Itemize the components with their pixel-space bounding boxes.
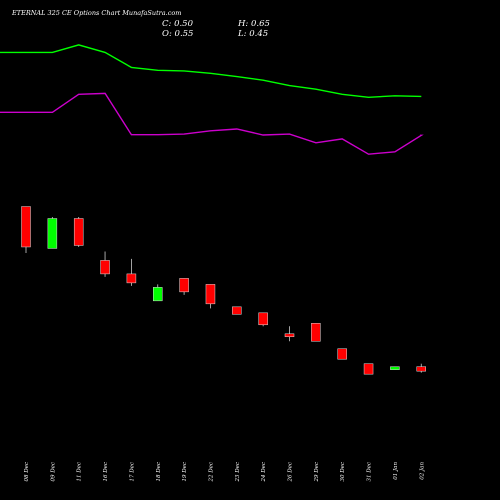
candle-up xyxy=(390,366,400,370)
candle-down xyxy=(363,363,374,375)
x-tick-label: 11 Dec xyxy=(77,462,83,482)
open-value: O: 0.55 xyxy=(162,29,194,39)
x-tick-label: 23 Dec xyxy=(235,462,241,483)
candle-down xyxy=(258,312,268,326)
candle-down xyxy=(416,366,426,372)
chart-title: ETERNAL 325 CE Options Chart MunafaSutra… xyxy=(12,9,182,17)
candle-down xyxy=(311,323,321,342)
candle-down xyxy=(337,348,347,360)
x-tick-label: 02 Jan xyxy=(419,462,425,480)
x-tick-label: 31 Dec xyxy=(367,462,373,482)
x-tick-label: 30 Dec xyxy=(340,462,346,482)
candle-down xyxy=(73,218,84,246)
x-tick-label: 22 Dec xyxy=(208,462,214,483)
candle-down xyxy=(179,278,189,293)
x-tick-label: 29 Dec xyxy=(314,462,320,483)
lower-band-line xyxy=(0,92,424,155)
candle-down xyxy=(100,260,110,275)
candle-down xyxy=(205,284,216,305)
candle-down xyxy=(284,333,295,338)
low-value: L: 0.45 xyxy=(238,29,269,39)
high-value: H: 0.65 xyxy=(238,19,270,29)
x-tick-label: 24 Dec xyxy=(261,462,267,483)
candle-up xyxy=(47,218,58,249)
x-tick-label: 16 Dec xyxy=(103,462,109,482)
x-tick-label: 01 Jan xyxy=(393,462,399,480)
x-tick-label: 19 Dec xyxy=(182,462,188,482)
x-tick-label: 17 Dec xyxy=(129,462,135,482)
candle-down xyxy=(126,273,137,284)
upper-band-line xyxy=(0,44,422,99)
candle-down xyxy=(21,206,31,248)
x-tick-label: 09 Dec xyxy=(50,462,56,482)
close-value: C: 0.50 xyxy=(162,19,193,29)
candle-down xyxy=(232,306,242,315)
x-tick-label: 18 Dec xyxy=(156,462,162,482)
x-tick-label: 26 Dec xyxy=(288,462,294,483)
x-tick-label: 08 Dec xyxy=(24,462,30,482)
candle-up xyxy=(153,287,163,302)
